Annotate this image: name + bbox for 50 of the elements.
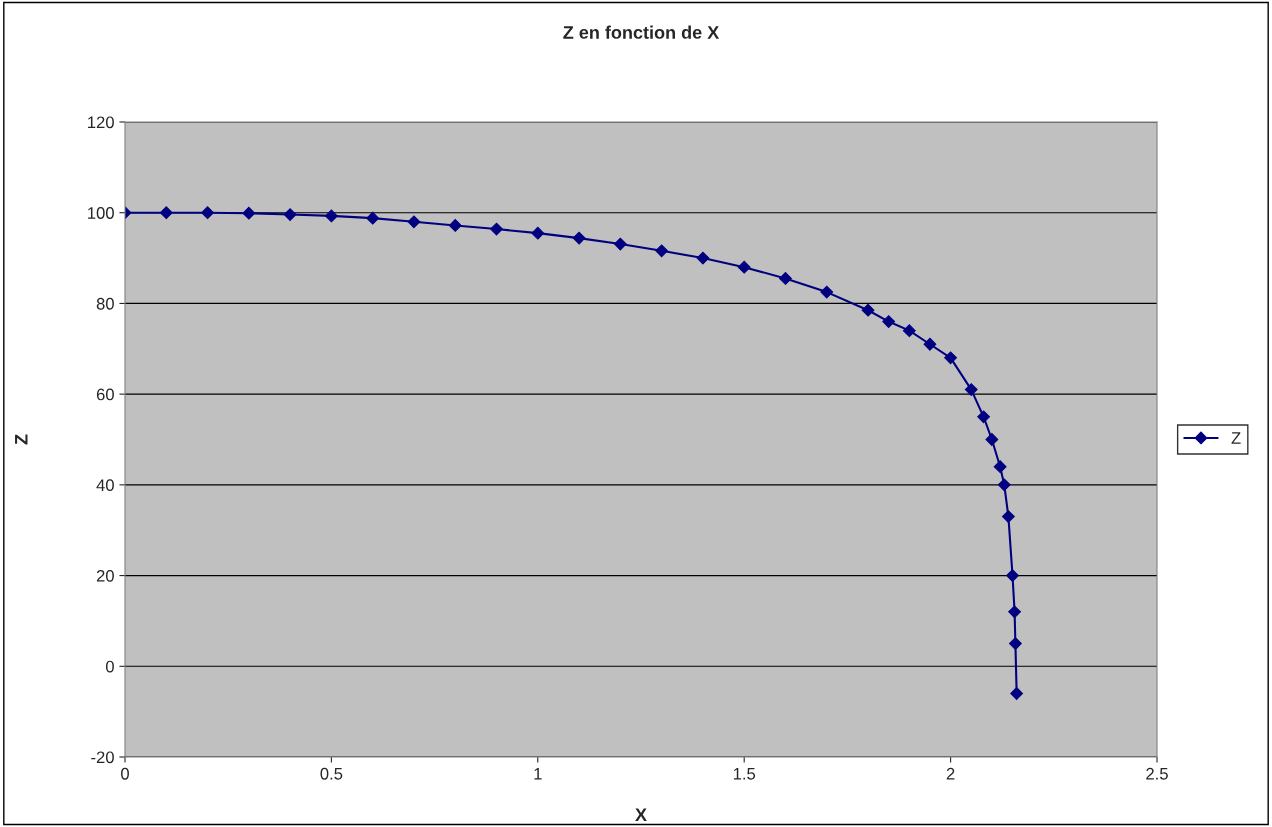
point — [655, 244, 669, 258]
point — [820, 285, 834, 299]
x-axis-title: X — [635, 808, 647, 822]
point — [201, 206, 214, 220]
y-tick-label: -20 — [91, 751, 114, 764]
point — [448, 219, 462, 232]
point — [366, 211, 380, 225]
point — [985, 433, 999, 446]
x-tick-label: 2 — [946, 767, 955, 780]
y-tick-label: 20 — [96, 569, 114, 582]
point — [861, 303, 875, 317]
point — [159, 206, 173, 220]
x-tick-label: 2.5 — [1146, 767, 1168, 780]
point — [324, 209, 338, 223]
y-tick-label: 40 — [96, 479, 114, 492]
x-tick-label: 0.5 — [320, 767, 343, 780]
point — [779, 272, 792, 285]
point — [1006, 569, 1019, 582]
point — [1010, 687, 1024, 700]
point — [737, 260, 751, 274]
legend-label: Z — [1231, 432, 1241, 444]
point — [964, 383, 978, 397]
point — [1009, 637, 1022, 651]
point — [977, 410, 991, 424]
point — [944, 351, 958, 365]
point — [531, 226, 545, 240]
y-tick-label: 100 — [88, 207, 114, 219]
point — [902, 324, 916, 338]
point — [613, 237, 627, 251]
point — [1001, 510, 1015, 524]
point — [923, 337, 937, 351]
point — [242, 206, 256, 220]
point — [283, 208, 297, 221]
point — [1008, 605, 1021, 619]
y-tick-label: 60 — [96, 388, 114, 401]
y-tick-label: 120 — [88, 116, 114, 129]
x-tick-label: 0 — [121, 767, 129, 780]
x-tick-label: 1.5 — [733, 768, 756, 780]
point — [407, 215, 421, 229]
y-tick-label: 0 — [105, 660, 114, 673]
point — [882, 315, 896, 328]
x-tick-label: 1 — [534, 768, 542, 780]
y-tick-label: 80 — [96, 297, 114, 310]
y-axis-title: Z — [15, 434, 28, 445]
chart-title: Z en fonction de X — [563, 25, 720, 39]
point — [997, 478, 1011, 492]
point — [490, 222, 503, 236]
point — [696, 251, 710, 265]
point — [993, 460, 1007, 474]
point — [572, 231, 586, 245]
